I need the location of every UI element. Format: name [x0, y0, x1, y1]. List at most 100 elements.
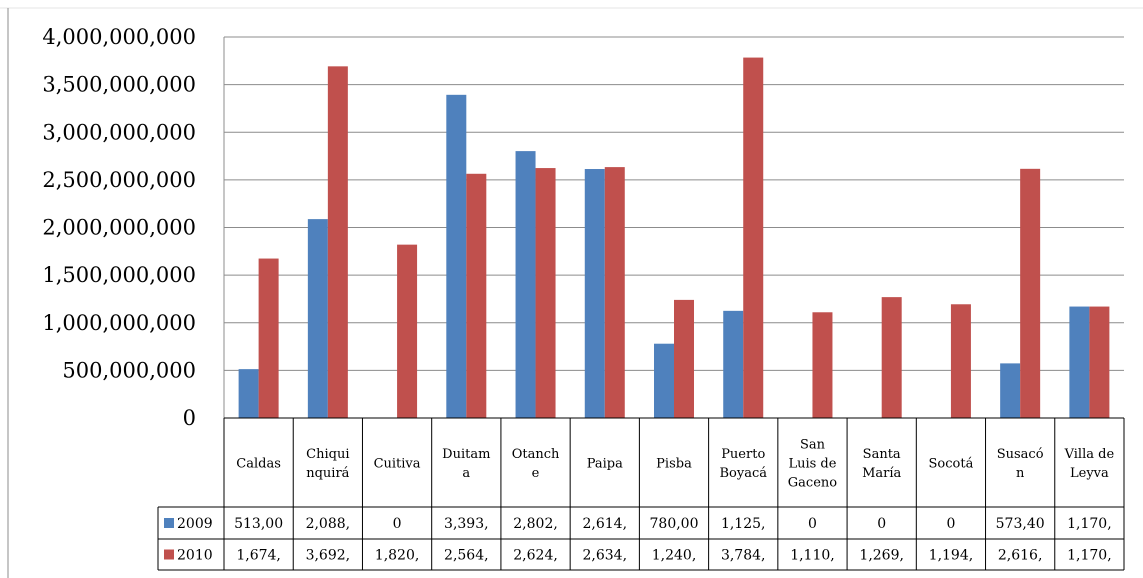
- table-cell-2010: 1,194,: [929, 548, 974, 564]
- bar-2009: [515, 151, 536, 418]
- category-label: Otanch e: [512, 447, 560, 481]
- category-label-line: Leyva: [1070, 466, 1109, 481]
- table-cell-2010: 1,110,: [790, 548, 835, 564]
- table-cell-2009: 2,614,: [583, 516, 628, 532]
- y-tick-label: 3,500,000,000: [42, 73, 196, 97]
- bar-2010: [812, 312, 833, 418]
- bar-2010: [881, 297, 902, 418]
- legend-key-2009: [164, 518, 174, 528]
- category-label: Chiqui nquirá: [306, 447, 350, 481]
- table-cell-2010: 1,240,: [652, 548, 697, 564]
- category-label-line: Susacó: [997, 447, 1044, 462]
- category-label-line: Socotá: [929, 457, 974, 472]
- bar-2009: [1069, 306, 1090, 418]
- table-cell-2009: 1,170,: [1067, 516, 1112, 532]
- table-cell-2009: 780,00: [650, 516, 699, 532]
- bar-2010: [604, 167, 625, 418]
- bar-2010: [950, 304, 971, 418]
- category-label-line: Santa: [863, 447, 901, 462]
- table-cell-2009: 0: [946, 516, 955, 532]
- legend-key-2010: [164, 549, 174, 560]
- category-label-line: Caldas: [236, 457, 281, 472]
- category-label-line: Villa de: [1064, 447, 1115, 462]
- y-tick-label: 4,000,000,000: [42, 25, 196, 49]
- category-label-line: Pisba: [656, 457, 692, 472]
- category-label-line: e: [532, 466, 540, 481]
- category-label: Duitam a: [442, 447, 490, 481]
- table-cell-2009: 513,00: [234, 516, 283, 532]
- bar-2010: [1089, 306, 1110, 418]
- gridlines: [223, 36, 1124, 418]
- bar-2010: [258, 258, 279, 418]
- table-cell-2009: 1,125,: [721, 516, 766, 532]
- table-cell-2009: 2,088,: [306, 516, 351, 532]
- table-cell-2010: 2,634,: [583, 548, 628, 564]
- category-label: Pisba: [656, 457, 692, 472]
- bar-2010: [535, 168, 556, 418]
- bar-2009: [238, 369, 259, 418]
- legend-label-2010: 2010: [177, 548, 213, 564]
- category-label-line: Duitam: [442, 447, 490, 462]
- bars-group: [238, 57, 1110, 419]
- table-cell-2009: 0: [393, 516, 402, 532]
- category-label: Santa María: [862, 447, 901, 481]
- bar-2009: [584, 169, 605, 418]
- category-label-line: Puerto: [721, 447, 765, 462]
- category-label: Susacó n: [997, 447, 1044, 481]
- bar-2010: [1020, 168, 1041, 418]
- table-cell-2010: 2,624,: [513, 548, 558, 564]
- table-cell-2010: 1,820,: [375, 548, 420, 564]
- category-label: Villa de Leyva: [1064, 447, 1115, 481]
- legend-label-2009: 2009: [177, 516, 213, 532]
- table-cell-2009: 573,40: [996, 516, 1045, 532]
- category-label-line: a: [462, 466, 470, 481]
- category-label-line: Otanch: [512, 447, 560, 462]
- table-cell-2010: 3,784,: [721, 548, 766, 564]
- bar-2010: [327, 66, 348, 418]
- category-label-line: Gaceno: [788, 476, 837, 491]
- category-label: Caldas: [236, 457, 281, 472]
- y-tick-label: 1,000,000,000: [42, 311, 196, 335]
- category-label: Puerto Boyacá: [719, 447, 767, 481]
- bar-2009: [1000, 363, 1021, 418]
- bar-2010: [743, 57, 764, 418]
- category-label-line: Paipa: [587, 457, 623, 472]
- table-cell-2010: 1,269,: [859, 548, 904, 564]
- table-cell-2010: 2,564,: [444, 548, 489, 564]
- table-cell-2010: 1,170,: [1067, 548, 1112, 564]
- bar-2010: [466, 173, 487, 418]
- bar-2010: [674, 299, 694, 418]
- category-label-line: nquirá: [306, 466, 349, 481]
- y-axis: 0 500,000,000 1,000,000,000 1,500,000,000 2,…: [42, 25, 196, 430]
- table-cell-2009: 0: [808, 516, 817, 532]
- bar-2009: [723, 310, 744, 418]
- bar-2010: [397, 244, 418, 418]
- y-tick-label: 3,000,000,000: [42, 120, 196, 144]
- category-label-line: Boyacá: [719, 466, 767, 481]
- table-cell-2009: 2,802,: [513, 516, 558, 532]
- y-tick-label: 2,000,000,000: [42, 216, 196, 240]
- category-label-line: Chiqui: [306, 447, 349, 462]
- y-tick-label: 0: [183, 406, 196, 430]
- table-cell-2010: 1,674,: [236, 548, 281, 564]
- bar-2009: [446, 94, 467, 419]
- category-label: Paipa: [587, 457, 623, 472]
- table-cell-2010: 2,616,: [998, 548, 1043, 564]
- table-cell-2009: 3,393,: [444, 516, 489, 532]
- bar-2009: [307, 219, 328, 418]
- data-table: Caldas Chiqui nquirá Cuitiva Duitam a Otanch e P…: [157, 417, 1125, 571]
- y-tick-label: 500,000,000: [62, 358, 196, 382]
- category-label: Socotá: [929, 457, 974, 472]
- category-label-line: n: [1016, 466, 1025, 481]
- y-tick-label: 2,500,000,000: [42, 168, 196, 192]
- bar-2009: [654, 343, 674, 418]
- y-tick-label: 1,500,000,000: [42, 263, 196, 287]
- table-cell-2009: 0: [877, 516, 886, 532]
- category-label-line: Cuitiva: [374, 457, 421, 472]
- category-label: San Luis de Gaceno: [788, 438, 837, 491]
- category-label-line: Luis de: [788, 457, 836, 472]
- table-cell-2010: 3,692,: [306, 548, 351, 564]
- category-label-line: San: [800, 438, 826, 453]
